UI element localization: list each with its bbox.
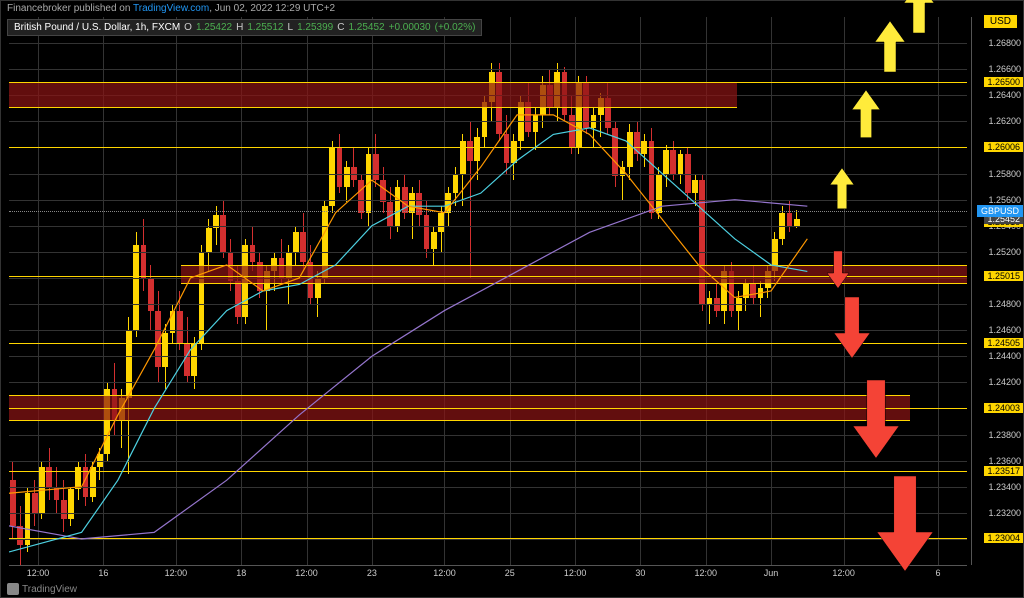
gridline-vertical xyxy=(938,17,939,565)
gridline-vertical xyxy=(771,17,772,565)
time-tick: Jun xyxy=(764,568,779,578)
price-level-label: 1.23517 xyxy=(984,466,1023,476)
published-on: published on xyxy=(74,3,131,14)
c-label: C xyxy=(337,22,344,33)
arrow-down-icon[interactable] xyxy=(877,476,933,577)
time-tick: 12:00 xyxy=(165,568,188,578)
gridline-horizontal xyxy=(9,487,967,488)
arrow-up-icon[interactable] xyxy=(852,90,880,140)
watermark-text: TradingView xyxy=(22,584,77,595)
horizontal-line[interactable] xyxy=(9,343,967,344)
price-tick: 1.24600 xyxy=(988,325,1021,335)
time-scale[interactable]: 12:00 16 12:00 18 12:00 23 12:00 25 12:00 30 12:00… xyxy=(9,565,967,581)
horizontal-line[interactable] xyxy=(9,408,967,409)
chart-container: Financebroker published on TradingView.c… xyxy=(0,0,1024,598)
horizontal-line[interactable] xyxy=(9,82,967,83)
price-zone[interactable] xyxy=(9,82,737,108)
time-tick: 25 xyxy=(505,568,515,578)
gridline-horizontal xyxy=(9,174,967,175)
price-tick: 1.25200 xyxy=(988,247,1021,257)
gridline-horizontal xyxy=(9,382,967,383)
gridline-horizontal xyxy=(9,226,967,227)
price-tick: 1.23200 xyxy=(988,508,1021,518)
gridline-horizontal xyxy=(9,252,967,253)
arrow-up-icon[interactable] xyxy=(830,168,854,211)
horizontal-line[interactable] xyxy=(9,147,967,148)
price-scale[interactable]: 1.268001.266001.264001.262001.260001.258… xyxy=(971,17,1023,565)
price-tick: 1.26800 xyxy=(988,38,1021,48)
time-tick: 12:00 xyxy=(27,568,50,578)
price-tick: 1.23600 xyxy=(988,456,1021,466)
price-level-label: 1.26006 xyxy=(984,142,1023,152)
time-tick: 30 xyxy=(635,568,645,578)
price-tick: 1.24800 xyxy=(988,299,1021,309)
gridline-horizontal xyxy=(9,435,967,436)
time-tick: 12:00 xyxy=(433,568,456,578)
watermark: TradingView xyxy=(7,583,77,595)
gridline-horizontal xyxy=(9,43,967,44)
time-tick: 12:00 xyxy=(295,568,318,578)
price-tick: 1.24400 xyxy=(988,351,1021,361)
site: TradingView.com xyxy=(133,3,209,14)
arrow-down-icon[interactable] xyxy=(853,380,899,463)
o-label: O xyxy=(184,22,192,33)
horizontal-line[interactable] xyxy=(9,471,967,472)
symbol: British Pound / U.S. Dollar, 1h, FXCM xyxy=(14,22,180,33)
change: +0.00030 xyxy=(389,22,431,33)
price-tick: 1.26600 xyxy=(988,64,1021,74)
c-val: 1.25452 xyxy=(348,22,384,33)
time-tick: 6 xyxy=(935,568,940,578)
price-tick: 1.25600 xyxy=(988,195,1021,205)
gridline-horizontal xyxy=(9,461,967,462)
time-tick: 18 xyxy=(236,568,246,578)
arrow-down-icon[interactable] xyxy=(834,297,870,362)
ohlc-bar: British Pound / U.S. Dollar, 1h, FXCM O1… xyxy=(7,19,482,36)
price-zone[interactable] xyxy=(181,265,967,285)
o-val: 1.25422 xyxy=(196,22,232,33)
price-tick: 1.25800 xyxy=(988,169,1021,179)
time-tick: 16 xyxy=(98,568,108,578)
price-tick: 1.26200 xyxy=(988,116,1021,126)
tv-icon xyxy=(7,583,19,595)
price-tick: 1.26400 xyxy=(988,90,1021,100)
price-level-label: 1.26500 xyxy=(984,77,1023,87)
horizontal-line[interactable] xyxy=(9,276,967,277)
gridline-horizontal xyxy=(9,304,967,305)
horizontal-line[interactable] xyxy=(9,538,967,539)
gridline-horizontal xyxy=(9,200,967,201)
price-tick: 1.23800 xyxy=(988,430,1021,440)
time-tick: 12:00 xyxy=(694,568,717,578)
gridline-horizontal xyxy=(9,69,967,70)
h-val: 1.25512 xyxy=(247,22,283,33)
currency-label: USD xyxy=(984,15,1017,28)
publisher: Financebroker xyxy=(7,3,71,14)
arrow-up-icon[interactable] xyxy=(875,21,905,75)
price-level-label: 1.24505 xyxy=(984,338,1023,348)
change-pct: (+0.02%) xyxy=(435,22,476,33)
chart-plot[interactable] xyxy=(9,17,967,565)
arrow-up-icon[interactable] xyxy=(904,0,934,36)
price-level-label: 1.23004 xyxy=(984,533,1023,543)
date: Jun 02, 2022 12:29 UTC+2 xyxy=(215,3,335,14)
arrow-down-icon[interactable] xyxy=(827,251,849,291)
gridline-horizontal xyxy=(9,356,967,357)
last-price-line xyxy=(9,211,967,212)
price-level-label: 1.25015 xyxy=(984,271,1023,281)
symbol-badge: GBPUSD xyxy=(977,205,1023,217)
gridline-vertical xyxy=(844,17,845,565)
gridline-horizontal xyxy=(9,330,967,331)
price-tick: 1.23400 xyxy=(988,482,1021,492)
chart-header: Financebroker published on TradingView.c… xyxy=(7,3,335,14)
price-tick: 1.24200 xyxy=(988,377,1021,387)
l-label: L xyxy=(288,22,294,33)
time-tick: 23 xyxy=(367,568,377,578)
gridline-horizontal xyxy=(9,513,967,514)
gridline-horizontal xyxy=(9,121,967,122)
l-val: 1.25399 xyxy=(297,22,333,33)
time-tick: 12:00 xyxy=(564,568,587,578)
time-tick: 12:00 xyxy=(832,568,855,578)
price-level-label: 1.24003 xyxy=(984,403,1023,413)
h-label: H xyxy=(236,22,243,33)
